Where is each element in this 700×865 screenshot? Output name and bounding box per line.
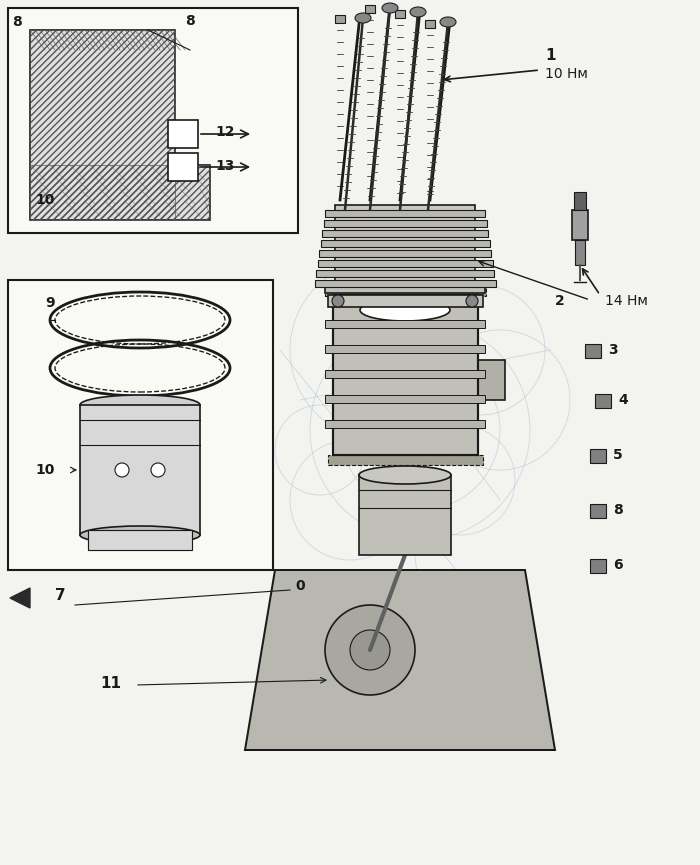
Bar xyxy=(572,210,588,240)
Bar xyxy=(30,165,210,220)
Bar xyxy=(575,240,585,265)
Bar xyxy=(8,280,273,570)
Bar xyxy=(318,260,493,267)
Text: 13: 13 xyxy=(215,159,235,173)
Bar xyxy=(168,153,198,181)
Bar xyxy=(590,559,606,573)
Bar xyxy=(8,8,298,233)
Bar xyxy=(324,220,487,227)
Ellipse shape xyxy=(359,466,451,484)
Bar xyxy=(322,230,488,237)
Circle shape xyxy=(115,463,129,477)
Bar xyxy=(80,405,200,535)
Bar xyxy=(333,295,478,455)
Bar xyxy=(395,10,405,18)
Bar xyxy=(168,120,198,148)
Text: 10: 10 xyxy=(35,463,55,477)
Bar xyxy=(319,250,491,257)
Text: 4: 4 xyxy=(618,393,628,407)
Circle shape xyxy=(325,605,415,695)
Text: 2: 2 xyxy=(555,294,565,308)
Text: 14 Нм: 14 Нм xyxy=(605,294,648,308)
Bar xyxy=(425,20,435,28)
Ellipse shape xyxy=(440,17,456,27)
Text: 9: 9 xyxy=(46,296,55,310)
Bar xyxy=(325,285,485,293)
Bar xyxy=(595,394,611,408)
Bar xyxy=(585,344,601,358)
Bar xyxy=(335,15,345,23)
Bar xyxy=(325,288,486,296)
Bar xyxy=(365,5,375,13)
Text: 11: 11 xyxy=(100,676,121,691)
Text: 10: 10 xyxy=(35,193,55,207)
Bar xyxy=(88,530,192,550)
Bar xyxy=(590,449,606,463)
Bar xyxy=(477,360,505,400)
Bar xyxy=(590,504,606,518)
Ellipse shape xyxy=(360,299,450,321)
Text: 1: 1 xyxy=(545,48,556,63)
Bar xyxy=(335,205,475,285)
Text: 5: 5 xyxy=(613,448,623,462)
Circle shape xyxy=(332,295,344,307)
Bar xyxy=(325,320,485,328)
Bar xyxy=(359,475,451,555)
Bar xyxy=(328,295,483,307)
Bar xyxy=(325,370,485,378)
Text: 8: 8 xyxy=(185,14,195,28)
Circle shape xyxy=(466,295,478,307)
Circle shape xyxy=(151,463,165,477)
Polygon shape xyxy=(30,30,210,220)
Bar xyxy=(316,270,494,277)
Bar xyxy=(328,455,483,465)
Bar xyxy=(315,280,496,287)
Ellipse shape xyxy=(410,7,426,17)
Polygon shape xyxy=(10,588,30,608)
Ellipse shape xyxy=(382,3,398,13)
Text: 3: 3 xyxy=(608,343,617,357)
Text: 10 Нм: 10 Нм xyxy=(545,67,588,81)
Ellipse shape xyxy=(80,526,200,544)
Bar xyxy=(321,240,490,247)
Text: 0: 0 xyxy=(295,579,304,593)
Text: 8: 8 xyxy=(613,503,623,517)
Bar xyxy=(574,192,586,210)
Bar xyxy=(325,345,485,353)
Text: 6: 6 xyxy=(613,558,622,572)
Bar xyxy=(325,420,485,428)
Text: 12: 12 xyxy=(215,125,235,139)
Text: 8: 8 xyxy=(12,15,22,29)
Circle shape xyxy=(350,630,390,670)
Text: 7: 7 xyxy=(55,588,66,603)
Bar xyxy=(30,30,175,220)
Bar xyxy=(325,210,485,217)
Ellipse shape xyxy=(80,395,200,415)
Bar xyxy=(325,395,485,403)
Polygon shape xyxy=(245,570,555,750)
Ellipse shape xyxy=(355,13,371,23)
